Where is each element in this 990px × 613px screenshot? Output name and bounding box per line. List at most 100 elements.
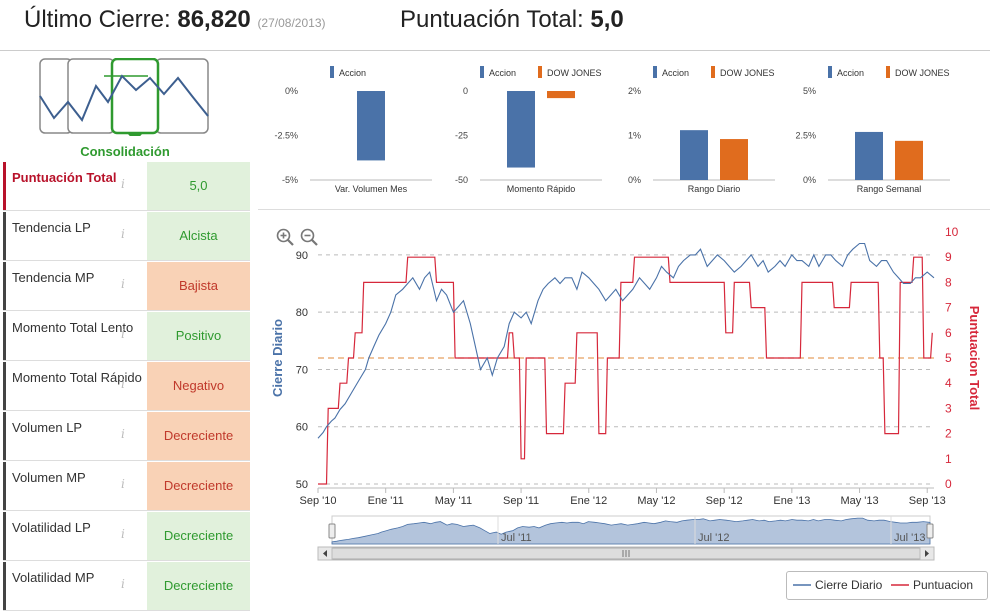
info-icon[interactable]: i (121, 227, 125, 241)
indicator-label: Volatilidad LP (3, 512, 143, 560)
divider (258, 209, 990, 210)
y2-tick-label: 1 (945, 452, 952, 466)
indicator-row-volumen-mp: Volumen MP i Decreciente (3, 462, 250, 511)
y-tick-label: -5% (282, 175, 298, 185)
x-tick-label: May '13 (840, 495, 878, 507)
bar-chart-rango-semanal: Accion DOW JONES 5% 2.5% 0% Rango Semanal (795, 66, 950, 194)
legend-swatch (886, 66, 890, 78)
y-tick-label: 2% (628, 86, 641, 96)
indicator-value: Positivo (147, 312, 250, 360)
y2-tick-label: 6 (945, 326, 952, 340)
last-close-label: Último Cierre: (24, 6, 171, 33)
legend-dow-jones: DOW JONES (720, 68, 775, 78)
indicator-value: Decreciente (147, 462, 250, 510)
bar-chart-rango-diario: Accion DOW JONES 2% 1% 0% Rango Diario (628, 66, 775, 194)
bar-dow-jones (547, 91, 575, 99)
bar-accion (357, 91, 385, 161)
y-tick-label: -2.5% (274, 131, 298, 141)
info-icon[interactable]: i (121, 377, 125, 391)
legend-puntuacion[interactable]: Puntuacion (913, 578, 974, 592)
indicator-label: Momento Total Lento (3, 312, 143, 360)
info-icon[interactable]: i (121, 427, 125, 441)
info-icon[interactable]: i (121, 527, 125, 541)
bar-chart-title: Rango Diario (688, 184, 741, 194)
trend-pattern-icon (39, 58, 209, 136)
indicator-value: Decreciente (147, 562, 250, 610)
legend-accion: Accion (662, 68, 689, 78)
navigator-label: Jul '13 (894, 532, 925, 544)
y2-tick-label: 9 (945, 250, 952, 264)
indicator-label: Volatilidad MP (3, 562, 143, 610)
y-axis-title: Cierre Diario (270, 319, 285, 397)
bar-chart-var-volumen-mes: Accion 0% -2.5% -5% Var. Volumen Mes (274, 66, 432, 194)
x-tick-label: Ene '11 (368, 495, 404, 507)
bar-chart-title: Momento Rápido (507, 184, 576, 194)
series-cierre-diario (317, 242, 935, 439)
last-close-value: 86,820 (177, 6, 251, 33)
y2-tick-label: 4 (945, 376, 952, 390)
status-label: Consolidación (80, 144, 170, 159)
x-tick-label: Sep '13 (909, 495, 946, 507)
indicator-value: Decreciente (147, 412, 250, 460)
chart-legend: Cierre Diario Puntuacion (786, 571, 988, 600)
series-puntuacion (318, 256, 933, 485)
indicator-label: Tendencia LP (3, 212, 143, 260)
y-tick-label: -25 (455, 131, 468, 141)
indicator-label: Puntuación Total (3, 162, 143, 210)
y2-tick-label: 2 (945, 427, 952, 441)
y-tick-label: 0 (463, 86, 468, 96)
x-tick-label: May '11 (435, 495, 472, 507)
legend-dow-jones: DOW JONES (895, 68, 950, 78)
x-tick-label: Ene '12 (570, 495, 607, 507)
navigator-area (331, 517, 931, 545)
last-close-date: (27/08/2013) (257, 16, 326, 30)
y-tick-label: 0% (803, 175, 816, 185)
y-tick-label: 90 (296, 250, 308, 262)
info-icon[interactable]: i (121, 327, 125, 341)
total-score-value: 5,0 (590, 6, 624, 33)
y2-tick-label: 3 (945, 401, 952, 415)
indicator-row-volumen-lp: Volumen LP i Decreciente (3, 412, 250, 461)
zoom-in-icon[interactable] (276, 228, 294, 246)
navigator-label: Jul '11 (501, 532, 532, 544)
bar-dow-jones (720, 139, 748, 180)
indicator-row-momento-total-lento: Momento Total Lento i Positivo (3, 312, 250, 361)
y2-tick-label: 5 (945, 351, 952, 365)
y-tick-label: 1% (628, 131, 641, 141)
indicator-value: Bajista (147, 262, 250, 310)
indicator-label: Tendencia MP (3, 262, 143, 310)
y-tick-label: 0% (628, 175, 641, 185)
header: Último Cierre: 86,820 (27/08/2013) Puntu… (0, 0, 990, 51)
price-score-chart[interactable]: 50 60 70 80 90 0 1 2 3 4 5 6 7 8 9 10 Sep '10 Ene '11 May … (258, 210, 990, 570)
legend-cierre[interactable]: Cierre Diario (815, 578, 883, 592)
navigator-handle-right[interactable] (926, 523, 934, 539)
total-score-label: Puntuación Total: (400, 6, 584, 33)
legend-dow-jones: DOW JONES (547, 68, 602, 78)
legend-accion: Accion (339, 68, 366, 78)
info-icon[interactable]: i (121, 477, 125, 491)
indicator-label: Momento Total Rápido (3, 362, 143, 410)
info-icon[interactable]: i (121, 177, 125, 191)
y-tick-label: 2.5% (795, 131, 816, 141)
legend-accion: Accion (837, 68, 864, 78)
y2-tick-label: 10 (945, 225, 959, 239)
indicator-row-tendencia-mp: Tendencia MP i Bajista (3, 262, 250, 311)
bar-accion (680, 130, 708, 180)
indicator-row-volatilidad-mp: Volatilidad MP i Decreciente (3, 562, 250, 611)
total-score: Puntuación Total: 5,0 (400, 6, 624, 34)
indicator-row-volatilidad-lp: Volatilidad LP i Decreciente (3, 512, 250, 561)
y-tick-label: 80 (296, 307, 308, 319)
bar-accion (855, 131, 883, 180)
info-icon[interactable]: i (121, 577, 125, 591)
scroll-right-icon (925, 550, 929, 557)
y-tick-label: 60 (296, 422, 308, 434)
navigator-handle-left[interactable] (328, 523, 336, 539)
info-icon[interactable]: i (121, 277, 125, 291)
bar-chart-title: Rango Semanal (857, 184, 922, 194)
x-tick-label: Ene '13 (773, 495, 810, 507)
legend-swatch (330, 66, 334, 78)
indicator-row-tendencia-lp: Tendencia LP i Alcista (3, 212, 250, 261)
zoom-out-icon[interactable] (300, 228, 318, 246)
legend-swatch (828, 66, 832, 78)
y-tick-label: 5% (803, 86, 816, 96)
